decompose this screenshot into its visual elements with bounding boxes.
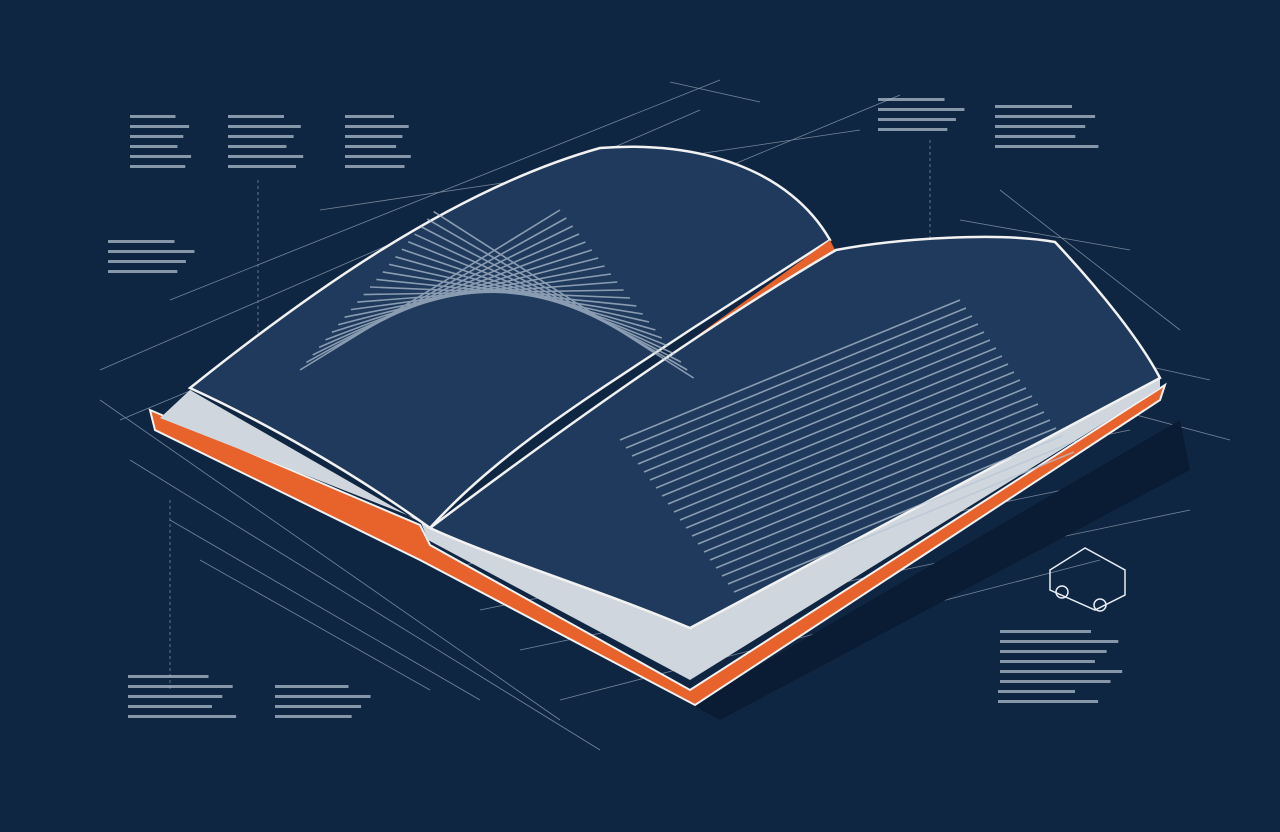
- left-page-line: [382, 271, 643, 315]
- annotation-line: [878, 118, 956, 121]
- annotation-line: [130, 145, 178, 148]
- right-page-line: [691, 395, 1033, 537]
- right-page-line: [733, 451, 1075, 593]
- annotation-line: [345, 145, 397, 148]
- annotation-line: [130, 115, 176, 118]
- annotation-line: [1000, 670, 1123, 673]
- annotation-line: [228, 165, 296, 168]
- page-block: [160, 378, 1160, 680]
- annotation-line: [995, 135, 1076, 138]
- right-page-line: [721, 435, 1063, 577]
- annotation-line: [345, 165, 405, 168]
- left-page-line: [433, 210, 695, 379]
- annotation-line: [108, 240, 175, 243]
- annotation-line: [1000, 630, 1091, 633]
- annotation-line: [228, 155, 304, 158]
- annotation-line: [345, 135, 403, 138]
- annotation-text-blocks: [108, 98, 1123, 718]
- annotation-line: [228, 145, 287, 148]
- book: [148, 145, 1167, 707]
- right-page-line: [697, 403, 1039, 545]
- page-text-lines: [299, 209, 1075, 593]
- annotation-line: [108, 270, 178, 273]
- annotation-line: [998, 700, 1099, 703]
- left-page-line: [426, 218, 688, 371]
- annotation-line: [995, 115, 1096, 118]
- right-page-line: [673, 371, 1015, 513]
- right-page-line: [637, 323, 979, 465]
- annotation-line: [1000, 640, 1119, 643]
- annotation-line: [345, 125, 409, 128]
- stapler-sketch: [1049, 547, 1126, 612]
- right-page-line: [631, 315, 973, 457]
- right-page-line: [667, 363, 1009, 505]
- annotation-line: [995, 145, 1099, 148]
- left-page-line: [407, 240, 669, 347]
- annotation-line: [128, 685, 233, 688]
- annotation-line: [1000, 680, 1111, 683]
- annotation-line: [128, 695, 223, 698]
- right-page-line: [715, 427, 1057, 569]
- annotation-line: [128, 675, 209, 678]
- right-page-line: [709, 419, 1051, 561]
- annotation-line: [128, 705, 212, 708]
- annotation-line: [345, 115, 394, 118]
- left-page: [187, 145, 832, 530]
- annotation-line: [1000, 650, 1107, 653]
- annotation-line: [345, 155, 411, 158]
- annotation-line: [995, 125, 1086, 128]
- annotation-line: [108, 260, 186, 263]
- annotation-line: [995, 105, 1072, 108]
- annotation-line: [275, 695, 371, 698]
- right-page-line: [685, 387, 1027, 529]
- right-page-line: [703, 411, 1045, 553]
- left-page-line: [388, 263, 650, 323]
- annotation-line: [130, 135, 184, 138]
- annotation-line: [878, 108, 965, 111]
- left-page-line: [414, 233, 675, 355]
- left-page-line: [401, 248, 663, 339]
- annotation-line: [275, 705, 362, 708]
- annotation-line: [130, 125, 190, 128]
- right-page-line: [655, 347, 997, 489]
- annotation-line: [130, 155, 192, 158]
- annotation-line: [130, 165, 186, 168]
- annotation-line: [275, 685, 349, 688]
- right-page-line: [619, 299, 961, 441]
- right-page-line: [625, 307, 967, 449]
- left-page-line: [395, 256, 656, 331]
- right-page-line: [727, 443, 1069, 585]
- right-page-line: [649, 339, 991, 481]
- annotation-line: [228, 135, 294, 138]
- annotation-line: [1000, 660, 1095, 663]
- annotation-line: [998, 690, 1075, 693]
- left-page-line: [420, 225, 682, 363]
- right-page-line: [661, 355, 1003, 497]
- annotation-line: [878, 128, 948, 131]
- right-page-line: [643, 331, 985, 473]
- annotation-line: [878, 98, 945, 101]
- annotation-line: [228, 125, 301, 128]
- book-cover-edge: [148, 382, 1167, 707]
- right-page-line: [679, 379, 1021, 521]
- annotation-line: [128, 715, 237, 718]
- annotation-line: [228, 115, 284, 118]
- annotation-line: [108, 250, 195, 253]
- annotation-line: [275, 715, 352, 718]
- book-shadow: [420, 420, 1190, 720]
